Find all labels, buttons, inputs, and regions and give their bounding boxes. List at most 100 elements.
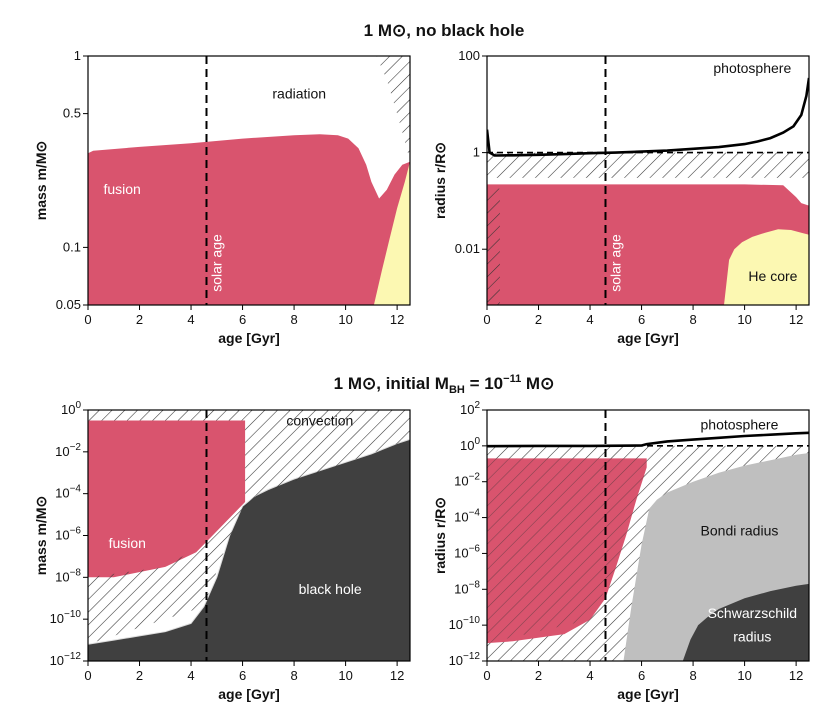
y-tick-label: 10−4	[55, 484, 81, 501]
y-axis-label: mass m/M⊙	[33, 141, 49, 220]
y-tick-label: 102	[460, 400, 480, 417]
axes-frame	[486, 55, 810, 306]
x-tick-label: 12	[390, 668, 404, 683]
x-tick-label: 8	[689, 312, 696, 327]
solar-age-label: solar age	[607, 234, 623, 292]
annotation-he-core: He core	[748, 268, 797, 284]
y-tick-label: 10−4	[454, 508, 480, 525]
x-axis-label: age [Gyr]	[218, 686, 279, 702]
annotation-radius: radius	[733, 628, 771, 644]
y-tick-label: 100	[460, 436, 480, 453]
y-tick-label: 10−10	[449, 615, 481, 632]
x-tick-label: 2	[535, 668, 542, 683]
plot-area	[88, 410, 410, 661]
axes-frame	[87, 55, 411, 306]
x-tick-label: 6	[239, 312, 246, 327]
x-tick-label: 4	[187, 312, 194, 327]
y-tick-label: 1	[74, 48, 81, 63]
y-tick-label: 0.01	[455, 241, 480, 256]
y-axis-label: radius r/R⊙	[432, 142, 448, 219]
y-tick-label: 0.5	[63, 106, 81, 121]
x-tick-label: 0	[84, 312, 91, 327]
y-tick-label: 0.1	[63, 239, 81, 254]
x-tick-label: 6	[638, 668, 645, 683]
y-axis-label: radius r/R⊙	[432, 497, 448, 574]
region-fusion	[88, 420, 246, 578]
y-tick-label: 10−6	[454, 543, 480, 560]
region-envelope-hatch	[487, 152, 809, 178]
region-fusion-hatch	[487, 458, 647, 644]
x-tick-label: 2	[136, 312, 143, 327]
region-helium-core	[373, 161, 410, 305]
panel-radius-with-bh: 0 2 4 6 8 10 12 10−12 10−10 10−8 10−6 10−4 10−2 100 10…	[432, 400, 810, 702]
plot-area	[88, 56, 410, 305]
region-schwarzschild-radius	[682, 583, 809, 661]
x-tick-label: 10	[737, 312, 751, 327]
x-axis-label: age [Gyr]	[617, 686, 678, 702]
figure-title-top: 1 M⊙, no black hole	[364, 21, 525, 40]
y-tick-label: 10−2	[55, 442, 81, 459]
annotation-convection: convection	[286, 413, 353, 429]
x-tick-label: 0	[483, 312, 490, 327]
x-tick-label: 8	[290, 312, 297, 327]
x-tick-label: 6	[638, 312, 645, 327]
y-tick-label: 10−8	[55, 567, 81, 584]
x-tick-label: 0	[483, 668, 490, 683]
region-he-core	[724, 229, 809, 305]
annotation-bondi-radius: Bondi radius	[701, 523, 779, 539]
x-axis-label: age [Gyr]	[218, 330, 279, 346]
region-fusion	[88, 134, 410, 305]
panel-mass-no-bh: 0 2 4 6 8 10 12 0.05 0.1 0.5 1 age [Gyr] mass m/M⊙ ra…	[33, 48, 411, 346]
figure-title-bottom-end: M⊙	[521, 374, 554, 393]
plot-area	[487, 77, 809, 305]
annotation-radiation: radiation	[272, 85, 326, 101]
figure-title-bottom-main: 1 M⊙, initial M	[334, 374, 449, 393]
annotation-fusion: fusion	[109, 535, 146, 551]
y-tick-label: 10−2	[454, 472, 480, 489]
figure-title-bottom-exp: −11	[503, 373, 521, 385]
panel-mass-with-bh: 0 2 4 6 8 10 12 10−12 10−10 10−8 10−6 10−4 10−2 100 ag…	[33, 400, 411, 702]
x-tick-label: 8	[290, 668, 297, 683]
x-tick-label: 12	[390, 312, 404, 327]
annotation-fusion: fusion	[103, 181, 140, 197]
y-tick-label: 0.05	[56, 297, 81, 312]
x-tick-label: 4	[187, 668, 194, 683]
region-lower-hatch	[88, 439, 410, 645]
annotation-black-hole: black hole	[299, 581, 362, 597]
y-tick-label: 100	[61, 400, 81, 417]
annotation-photosphere: photosphere	[701, 417, 779, 433]
y-tick-label: 10−6	[55, 526, 81, 543]
x-tick-label: 10	[338, 668, 352, 683]
x-axis-label: age [Gyr]	[617, 330, 678, 346]
y-tick-label: 10−10	[50, 609, 82, 626]
y-tick-label: 10−12	[449, 651, 481, 668]
annotation-schwarzschild: Schwarzschild	[708, 605, 797, 621]
x-tick-label: 2	[136, 668, 143, 683]
figure-title-bottom: 1 M⊙, initial MBH = 10−11 M⊙	[334, 373, 555, 396]
x-tick-label: 10	[338, 312, 352, 327]
x-tick-label: 12	[789, 312, 803, 327]
y-axis-label: mass m/M⊙	[33, 496, 49, 575]
x-tick-label: 10	[737, 668, 751, 683]
photosphere-line	[487, 77, 809, 157]
x-tick-label: 8	[689, 668, 696, 683]
y-tick-label: 100	[458, 48, 480, 63]
region-core-hatch	[487, 188, 500, 305]
y-tick-label: 10−12	[50, 651, 82, 668]
y-tick-label: 1	[473, 145, 480, 160]
photosphere-line	[487, 431, 809, 448]
x-tick-label: 12	[789, 668, 803, 683]
figure-title-bottom-sub: BH	[449, 384, 465, 396]
x-tick-label: 4	[586, 312, 593, 327]
y-tick-label: 10−8	[454, 579, 480, 596]
solar-age-label: solar age	[208, 234, 224, 292]
panel-radius-no-bh: 0 2 4 6 8 10 12 0.01 1 100 age [Gyr] radius r/R⊙ pho…	[432, 48, 810, 346]
x-tick-label: 2	[535, 312, 542, 327]
figure-title-bottom-eq: = 10	[465, 374, 503, 393]
region-convective-envelope	[376, 56, 410, 162]
x-tick-label: 6	[239, 668, 246, 683]
x-tick-label: 4	[586, 668, 593, 683]
x-tick-label: 0	[84, 668, 91, 683]
axes-frame	[486, 409, 810, 662]
